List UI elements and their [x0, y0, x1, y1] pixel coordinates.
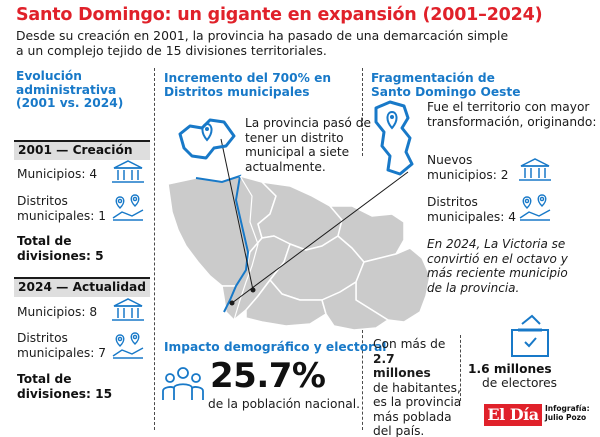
distritos-fragmentacion: Distritos municipales: 4	[427, 195, 516, 224]
la-victoria-note: En 2024, La Victoria se convirtió en el …	[427, 237, 568, 295]
map-pin-outline-icon	[178, 118, 236, 160]
pointer-line-incremento	[220, 138, 254, 291]
map-pins-icon	[112, 332, 144, 359]
incremento-text: La provincia pasó de tener un distrito m…	[245, 116, 371, 174]
page-title: Santo Domingo: un gigante en expansión (…	[16, 5, 543, 25]
divider-left	[154, 68, 155, 430]
people-group-icon	[162, 367, 204, 400]
pointer-line-fragmentacion	[231, 171, 409, 304]
distritos-2001: Distritos municipales: 1	[17, 194, 106, 223]
incremento-title: Incremento del 700% en Distritos municip…	[164, 71, 332, 99]
map-region-southeast	[321, 281, 389, 331]
ballot-box-icon	[511, 314, 549, 357]
divider-middle	[362, 68, 363, 156]
map-region-south	[245, 279, 327, 327]
fragmentacion-text: Fue el territorio con mayor transformaci…	[427, 100, 597, 129]
impacto-caption: de la población nacional.	[208, 397, 360, 411]
infographic-credit: Infografía: Julio Pozo	[545, 404, 590, 422]
divider-right-lower	[460, 335, 461, 401]
electores-label: de electores	[482, 376, 558, 390]
bar-2024: 2024 — Actualidad	[14, 277, 150, 297]
map-pins-icon	[112, 194, 144, 221]
city-hall-icon	[112, 160, 144, 183]
divider-middle-lower	[362, 330, 363, 430]
map-pin-outline-icon	[374, 100, 414, 176]
electores-value: 1.6 millones	[468, 362, 552, 376]
intro-text: Desde su creación en 2001, la provincia …	[16, 28, 509, 58]
impacto-value: 25.7%	[210, 356, 326, 396]
fragmentacion-title: Fragmentación de Santo Domingo Oeste	[371, 71, 521, 99]
bar-2001: 2001 — Creación	[14, 140, 150, 160]
map-highlight-border	[195, 174, 250, 313]
city-hall-icon	[519, 158, 551, 181]
municipios-2001: Municipios: 4	[17, 167, 98, 181]
nuevos-municipios: Nuevos municipios: 2	[427, 153, 509, 182]
poblacion-text: Con más de 2.7 millones de habitantes, e…	[373, 337, 462, 437]
city-hall-icon	[112, 298, 144, 321]
municipios-2024: Municipios: 8	[17, 305, 98, 319]
total-2024: Total de divisiones: 15	[17, 372, 113, 401]
map-pins-icon	[519, 194, 551, 221]
impacto-title: Impacto demográfico y electoral	[164, 340, 387, 354]
el-dia-logo: El Día	[484, 404, 542, 426]
total-2001: Total de divisiones: 5	[17, 234, 104, 263]
distritos-2024: Distritos municipales: 7	[17, 331, 106, 360]
evolucion-title: Evolución administrativa (2001 vs. 2024)	[16, 69, 124, 110]
